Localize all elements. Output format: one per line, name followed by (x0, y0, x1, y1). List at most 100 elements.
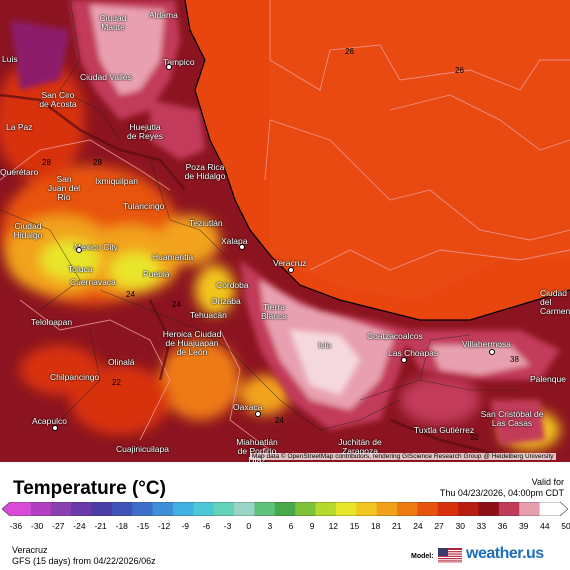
city-label-las-choapas[interactable]: Las Choapas (388, 348, 439, 358)
color-scale-segment (315, 502, 337, 516)
legend-title: Temperature (°C) (13, 478, 166, 499)
city-label-la-paz[interactable]: La Paz (6, 122, 33, 132)
city-label-cuernavaca[interactable]: Cuernavaca (70, 277, 116, 287)
city-label-poza-rica[interactable]: Poza Rica de Hidalgo (184, 162, 226, 181)
hot-zones (10, 0, 560, 445)
city-label-isla[interactable]: Isla (318, 340, 332, 350)
color-scale-segment (519, 502, 541, 516)
city-dot (489, 349, 495, 355)
city-dot (255, 411, 261, 417)
city-label-tuxtla-gutierrez[interactable]: Tuxtla Gutiérrez (414, 425, 475, 435)
city-label-san-cristobal[interactable]: San Cristóbal de Las Casas (480, 409, 544, 428)
city-label-toluca[interactable]: Toluca (68, 264, 93, 274)
city-label-xalapa[interactable]: Xalapa (221, 236, 248, 246)
color-scale-segment (50, 502, 72, 516)
city-label-tehuacan[interactable]: Tehuacán (190, 310, 227, 320)
color-scale-segment (254, 502, 276, 516)
color-scale-tick-label: 6 (288, 521, 294, 531)
color-scale-tick-label: -24 (73, 521, 86, 531)
city-label-queretaro[interactable]: Querétaro (0, 167, 39, 177)
model-label: Model: (411, 553, 434, 560)
temperature-map[interactable]: 26 26 28 28 24 24 22 24 38 32 Ciudad Man… (0, 0, 570, 462)
color-scale-segment (193, 502, 215, 516)
city-label-ciudad-mante[interactable]: Ciudad Mante (99, 13, 127, 32)
city-label-luis[interactable]: Luis (2, 54, 18, 64)
city-label-villahermosa[interactable]: Villahermosa (462, 339, 511, 349)
color-scale-tick-label: 27 (434, 521, 444, 531)
color-scale-segment (2, 502, 31, 516)
map-attribution: Map data © OpenStreetMap contributors, r… (250, 453, 556, 460)
color-scale-segment (111, 502, 133, 516)
color-scale-segment (376, 502, 398, 516)
color-scale-tick-label: 15 (349, 521, 360, 531)
color-scale-tick-label: 36 (497, 521, 508, 531)
city-label-cuajinicuilapa[interactable]: Cuajinicuilapa (116, 444, 169, 454)
city-label-coatzacoalcos[interactable]: Coatzacoalcos (367, 331, 423, 341)
color-scale-segment (417, 502, 439, 516)
city-dot (166, 64, 172, 70)
city-label-huejutla[interactable]: Huejutla de Reyes (127, 122, 163, 141)
color-scale-tick-label: 3 (267, 521, 273, 531)
color-scale-segment (356, 502, 378, 516)
contour-label: 24 (172, 300, 181, 309)
color-scale-bar (2, 502, 568, 516)
city-label-ixmiquilpan[interactable]: Ixmiquilpan (95, 176, 138, 186)
legend-panel (0, 462, 570, 570)
color-scale-tick-label: 24 (413, 521, 423, 531)
color-scale-segment (498, 502, 520, 516)
city-label-chilpancingo[interactable]: Chilpancingo (50, 372, 100, 382)
color-scale-tick-label: -9 (181, 521, 189, 531)
city-label-san-ciro[interactable]: San Ciro de Acosta (39, 90, 77, 109)
color-scale-tick-label: 33 (476, 521, 487, 531)
color-scale-tick-label: -30 (30, 521, 44, 531)
city-label-teziutlan[interactable]: Teziutlán (189, 218, 223, 228)
city-label-tampico[interactable]: Tampico (163, 57, 195, 67)
city-label-juchitan[interactable]: Juchitán de Zaragoza (338, 437, 382, 456)
city-label-san-juan-del-rio[interactable]: San Juan del Río (47, 174, 81, 202)
color-scale-segment (335, 502, 357, 516)
color-scale-tick-label: -21 (94, 521, 107, 531)
city-label-ciudad-valles[interactable]: Ciudad Valles (80, 72, 132, 82)
city-label-olinala[interactable]: Olinalá (108, 357, 135, 367)
city-label-puebla[interactable]: Puebla (143, 269, 170, 279)
color-scale-segment (91, 502, 113, 516)
city-label-cordoba[interactable]: Córdoba (216, 280, 249, 290)
city-label-teloloapan[interactable]: Teloloapan (31, 317, 73, 327)
us-flag-icon (438, 548, 462, 563)
color-scale-tick-label: 18 (370, 521, 381, 531)
color-scale-segment (397, 502, 418, 516)
city-label-orizaba[interactable]: Orizaba (211, 296, 241, 306)
contour-label: 38 (510, 355, 519, 364)
color-scale-segment (234, 502, 255, 516)
color-scale-segment (172, 502, 194, 516)
city-label-huajuapan[interactable]: Heroica Ciudad de Huajuapan de León (162, 329, 222, 357)
city-label-huamantla[interactable]: Huamantla (152, 252, 194, 262)
color-scale-tick-label: -3 (223, 521, 232, 531)
contour-label: 24 (126, 290, 135, 299)
city-label-ciudad-hidalgo[interactable]: Ciudad Hidalgo (13, 221, 43, 240)
color-scale-tick-label: -18 (115, 521, 128, 531)
color-scale-tick-label: 30 (455, 521, 465, 531)
color-scale-tick-label: -27 (52, 521, 65, 531)
color-scale-tick-label: -15 (136, 521, 150, 531)
contour-label: 32 (470, 433, 479, 442)
contour-label: 28 (93, 158, 102, 167)
city-label-palenque[interactable]: Palenque (530, 374, 566, 384)
weather-us-logo-link[interactable]: weather.us (466, 545, 544, 562)
dark-contours (0, 93, 501, 457)
coastline (184, 0, 570, 321)
city-label-tulancingo[interactable]: Tulancingo (123, 201, 165, 211)
color-scale-segment (132, 502, 154, 516)
color-scale-segment (458, 502, 480, 516)
city-label-veracruz[interactable]: Veracruz (273, 258, 307, 268)
contour-label: 26 (345, 47, 354, 56)
state-borders (0, 0, 520, 431)
city-label-aldama[interactable]: Aldama (149, 10, 178, 20)
city-label-mexico-city[interactable]: Mexico City (74, 242, 118, 252)
city-label-acapulco[interactable]: Acapulco (32, 416, 67, 426)
color-scale-tick-label: -12 (157, 521, 171, 531)
city-label-tierra-blanca[interactable]: Tierra Blanca (261, 302, 287, 321)
contour-label: 26 (455, 66, 464, 75)
city-label-oaxaca[interactable]: Oaxaca (233, 402, 263, 412)
city-label-ciudad-del-carmen[interactable]: Ciudad del Carmen (540, 288, 570, 316)
